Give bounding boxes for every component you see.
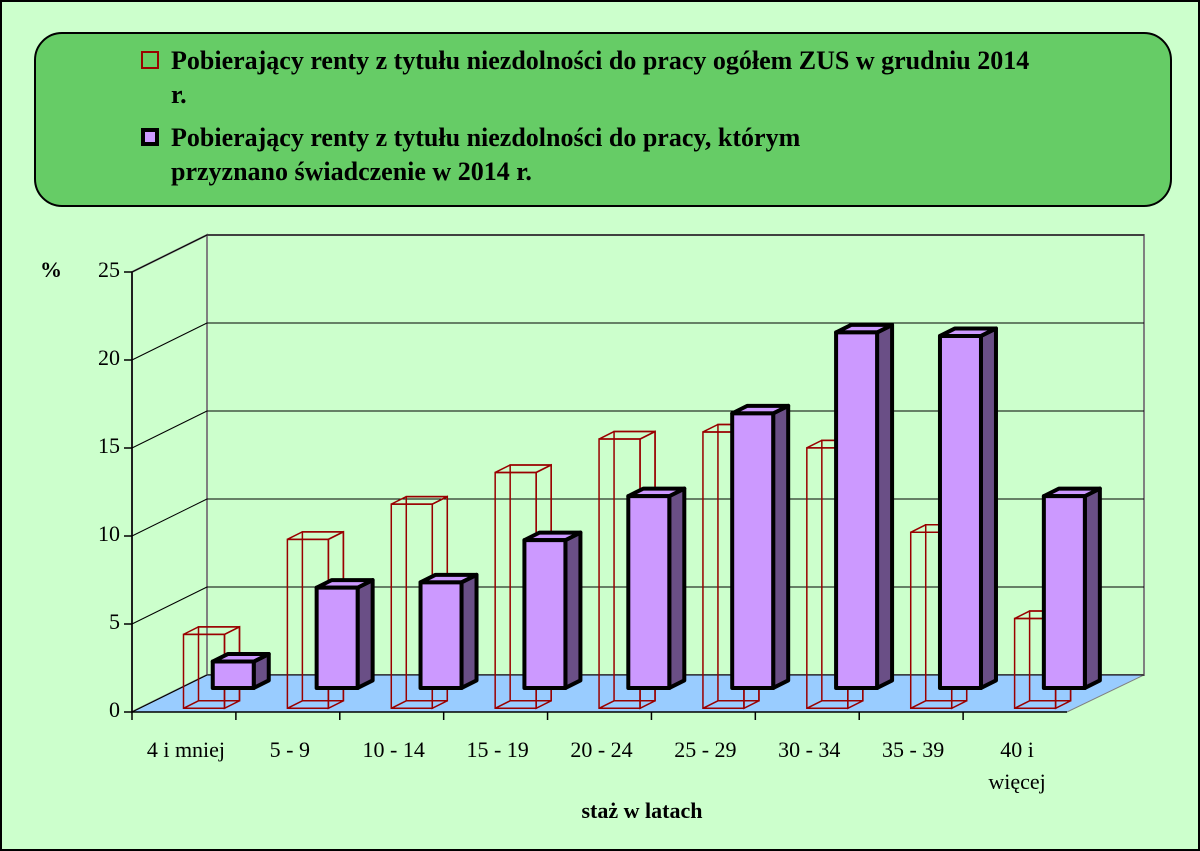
grid-line [131,322,208,361]
bar-side [1082,486,1102,690]
legend: Pobierający renty z tytułu niezdolności … [34,32,1172,207]
bar [210,652,271,690]
y-tick-label: 20 [98,345,120,370]
bar [598,430,656,710]
bar [730,403,791,690]
bar [418,572,479,690]
bar-front [1041,494,1087,690]
legend-swatch [141,51,159,69]
bar-front [314,585,360,690]
y-tick-label: 0 [109,697,120,722]
grid-line [131,674,208,713]
y-tick-label: 5 [109,609,120,634]
bar [1041,486,1102,690]
x-tick-label: 30 - 34 [778,737,841,762]
bar-edge [910,700,927,709]
x-tick-label: 35 - 39 [881,737,945,762]
legend-entry: Pobierający renty z tytułu niezdolności … [141,121,871,189]
bar-side [771,403,791,690]
x-tick-label: 20 - 24 [570,737,633,762]
bar [626,486,687,690]
bar-front [937,333,983,690]
bar-front [210,659,256,690]
bar [937,326,998,690]
bar-side [667,486,687,690]
grid-line [131,498,208,537]
bar-side [563,530,583,690]
x-tick-label: 5 - 9 [269,737,310,762]
y-axis-label: % [40,257,62,282]
bar-edge [287,700,303,709]
x-tick-label: 4 i mniej [146,737,226,762]
bar [834,322,895,690]
grid-line [131,586,208,625]
legend-entry: Pobierający renty z tytułu niezdolności … [141,44,1031,112]
y-tick-label: 25 [98,257,120,282]
bar [314,578,375,690]
bar-side [355,578,375,690]
bar-side [978,326,998,690]
bar [522,530,583,690]
bar-front [626,494,672,690]
bar-front [418,580,464,690]
bar-front [522,538,568,690]
legend-text: Pobierający renty z tytułu niezdolności … [171,46,1030,109]
legend-text: Pobierający renty z tytułu niezdolności … [171,123,801,186]
x-axis-label: staż w latach [581,798,703,823]
bar-edge [806,700,823,709]
bar-front [834,330,880,690]
bar-edge [390,700,407,709]
x-tick-label: 15 - 19 [466,737,529,762]
bar-side [875,322,895,690]
grid-line [131,234,208,273]
y-tick-label: 10 [98,521,120,546]
x-tick-label: 25 - 29 [674,737,737,762]
bar-edge [598,700,615,709]
bar-edge [702,700,719,709]
bar-edge [494,700,511,709]
x-tick-label: 10 - 14 [362,737,425,762]
bar-side [459,572,479,690]
bar-edge [1014,700,1030,709]
bar-edge [183,700,199,709]
side-wall [131,233,208,714]
bar-front [730,411,776,690]
x-tick-label: 40 i więcej [988,737,1046,794]
y-tick-label: 15 [98,433,120,458]
grid-line [131,410,208,449]
bar [494,463,552,710]
legend-swatch [141,128,159,146]
